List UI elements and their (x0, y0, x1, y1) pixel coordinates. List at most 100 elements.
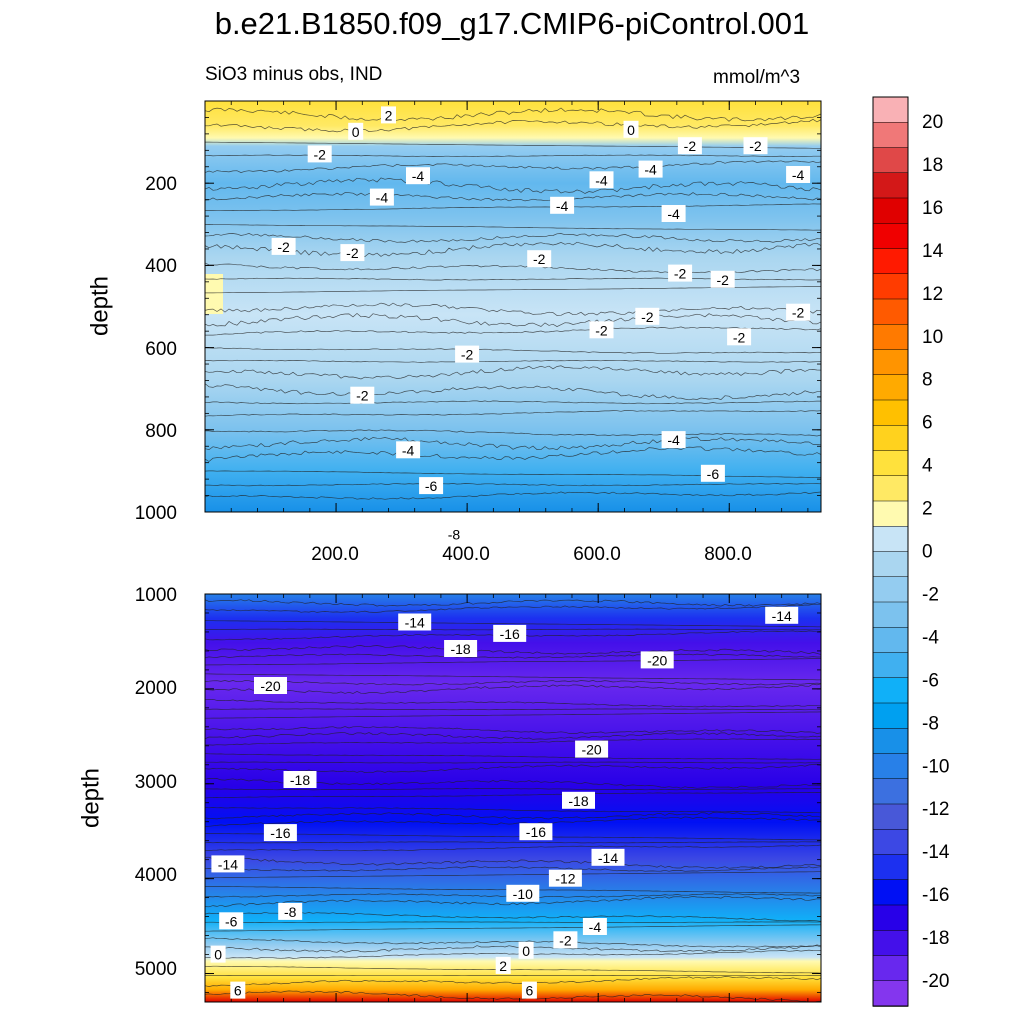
contour-label-text: -2 (461, 347, 474, 363)
colorbar-label: -12 (922, 799, 949, 820)
contour-label-box (442, 525, 466, 543)
contour-label: -4 (661, 431, 686, 449)
contour-label-box (640, 651, 674, 669)
contour-line (205, 788, 821, 791)
colorbar-swatch (872, 627, 909, 654)
contour-label: -6 (700, 464, 725, 482)
colorbar-swatch (872, 551, 909, 578)
contour-label-box (668, 264, 693, 282)
contour-label: -2 (786, 303, 811, 321)
contour-line (205, 302, 821, 316)
colorbar-swatch (872, 450, 909, 477)
contour-line (205, 241, 821, 257)
contour-line (205, 976, 821, 987)
contour-line (205, 365, 821, 380)
contour-label-box (661, 205, 686, 222)
contour-line (205, 895, 821, 908)
lower-y-tick-labels: 1000 2000 3000 4000 5000 (135, 585, 177, 980)
contour-label-box (743, 137, 768, 155)
contour-label: -4 (369, 188, 394, 206)
colorbar-label: -10 (922, 756, 949, 777)
contour-label-text: -2 (346, 245, 359, 261)
contour-label-box (263, 824, 297, 842)
lower-y-tick-4000: 4000 (135, 865, 177, 886)
contour-label: -2 (455, 345, 480, 363)
contour-label-text: -2 (313, 146, 326, 162)
contour-label-text: -4 (667, 206, 680, 222)
colorbar-swatch (872, 147, 909, 174)
contour-label: -2 (677, 137, 702, 155)
colorbar-swatch (872, 273, 909, 300)
lower-y-tick-2000: 2000 (135, 678, 177, 699)
contour-line (205, 711, 821, 719)
contour-line (205, 359, 821, 363)
chart-title: b.e21.B1850.f09_g17.CMIP6-piControl.001 (214, 6, 810, 41)
contour-line (205, 645, 821, 655)
colorbar-label: 16 (922, 198, 943, 219)
contour-label-box (582, 918, 607, 935)
contour-label: -4 (396, 441, 421, 459)
colorbar-swatch (872, 223, 909, 250)
contour-label-box (786, 166, 811, 183)
contour-label-box (661, 431, 686, 449)
contour-line (205, 921, 821, 923)
upper-x-tick-400: 400.0 (442, 544, 490, 565)
contour-label-text: -4 (792, 167, 805, 183)
colorbar-swatch (872, 677, 909, 704)
contour-line (205, 326, 821, 336)
contour-line (205, 383, 821, 401)
contour-line (205, 871, 821, 879)
colorbar-label: -14 (922, 842, 950, 863)
contour-label-text: -2 (356, 388, 369, 404)
contour-line (205, 753, 821, 760)
upper-contour-labels: 2 0 0 -2 -2 -2 -4 -4 -4 -4 -4 -4 -4 -2 -2 -2 -2 -2 -2 -2 -2 -… (271, 106, 811, 543)
contour-label-box (553, 931, 578, 949)
contour-line (205, 761, 821, 764)
contour-label-text: -2 (749, 138, 762, 154)
contour-label: -2 (527, 250, 552, 268)
contour-label: 0 (210, 945, 226, 963)
contour-label-text: 0 (522, 943, 530, 959)
contour-label-box (589, 321, 614, 339)
contour-label: -18 (283, 771, 317, 788)
contour-label-text: -14 (405, 615, 425, 631)
contour-line (205, 683, 821, 694)
contour-label-text: -12 (555, 871, 575, 887)
upper-y-tick-400: 400 (145, 256, 177, 277)
contour-line (205, 603, 821, 613)
contour-label-box (562, 791, 595, 809)
colorbar-swatch (872, 854, 909, 881)
contour-label-text: -2 (733, 329, 746, 345)
colorbar-label: 8 (922, 370, 933, 391)
contour-line (205, 347, 821, 354)
contour-label-box (519, 823, 553, 841)
contour-label: -4 (638, 160, 663, 178)
contour-label-box (506, 884, 540, 902)
contour-label: -2 (743, 137, 768, 155)
contour-label-box (350, 386, 375, 404)
contour-line (205, 937, 821, 948)
contour-label-text: -4 (589, 919, 602, 935)
contour-label-box (406, 167, 430, 185)
contour-label-box (219, 912, 244, 930)
colorbar-swatch (872, 172, 909, 199)
lower-y-tick-1000: 1000 (135, 585, 177, 606)
colorbar-label: 12 (922, 284, 943, 305)
contour-label-box (548, 869, 582, 887)
contour-label-box (419, 477, 444, 495)
contour-label-box (398, 613, 432, 631)
contour-label-box (210, 945, 226, 963)
contour-line (205, 107, 821, 122)
contour-label: -10 (506, 884, 540, 902)
colorbar-swatch (872, 702, 909, 729)
contour-line (205, 856, 821, 869)
contour-label-box (591, 848, 625, 866)
contour-label: -14 (591, 848, 625, 866)
contour-label-text: -14 (772, 608, 792, 624)
contour-label-text: -4 (412, 168, 425, 184)
colorbar-labels: 20181614121086420-2-4-6-8-10-12-14-16-18… (922, 112, 950, 992)
contour-label-text: -20 (647, 652, 667, 668)
contour-line (205, 680, 821, 686)
contour-line (205, 726, 821, 734)
contour-label-box (727, 328, 752, 346)
